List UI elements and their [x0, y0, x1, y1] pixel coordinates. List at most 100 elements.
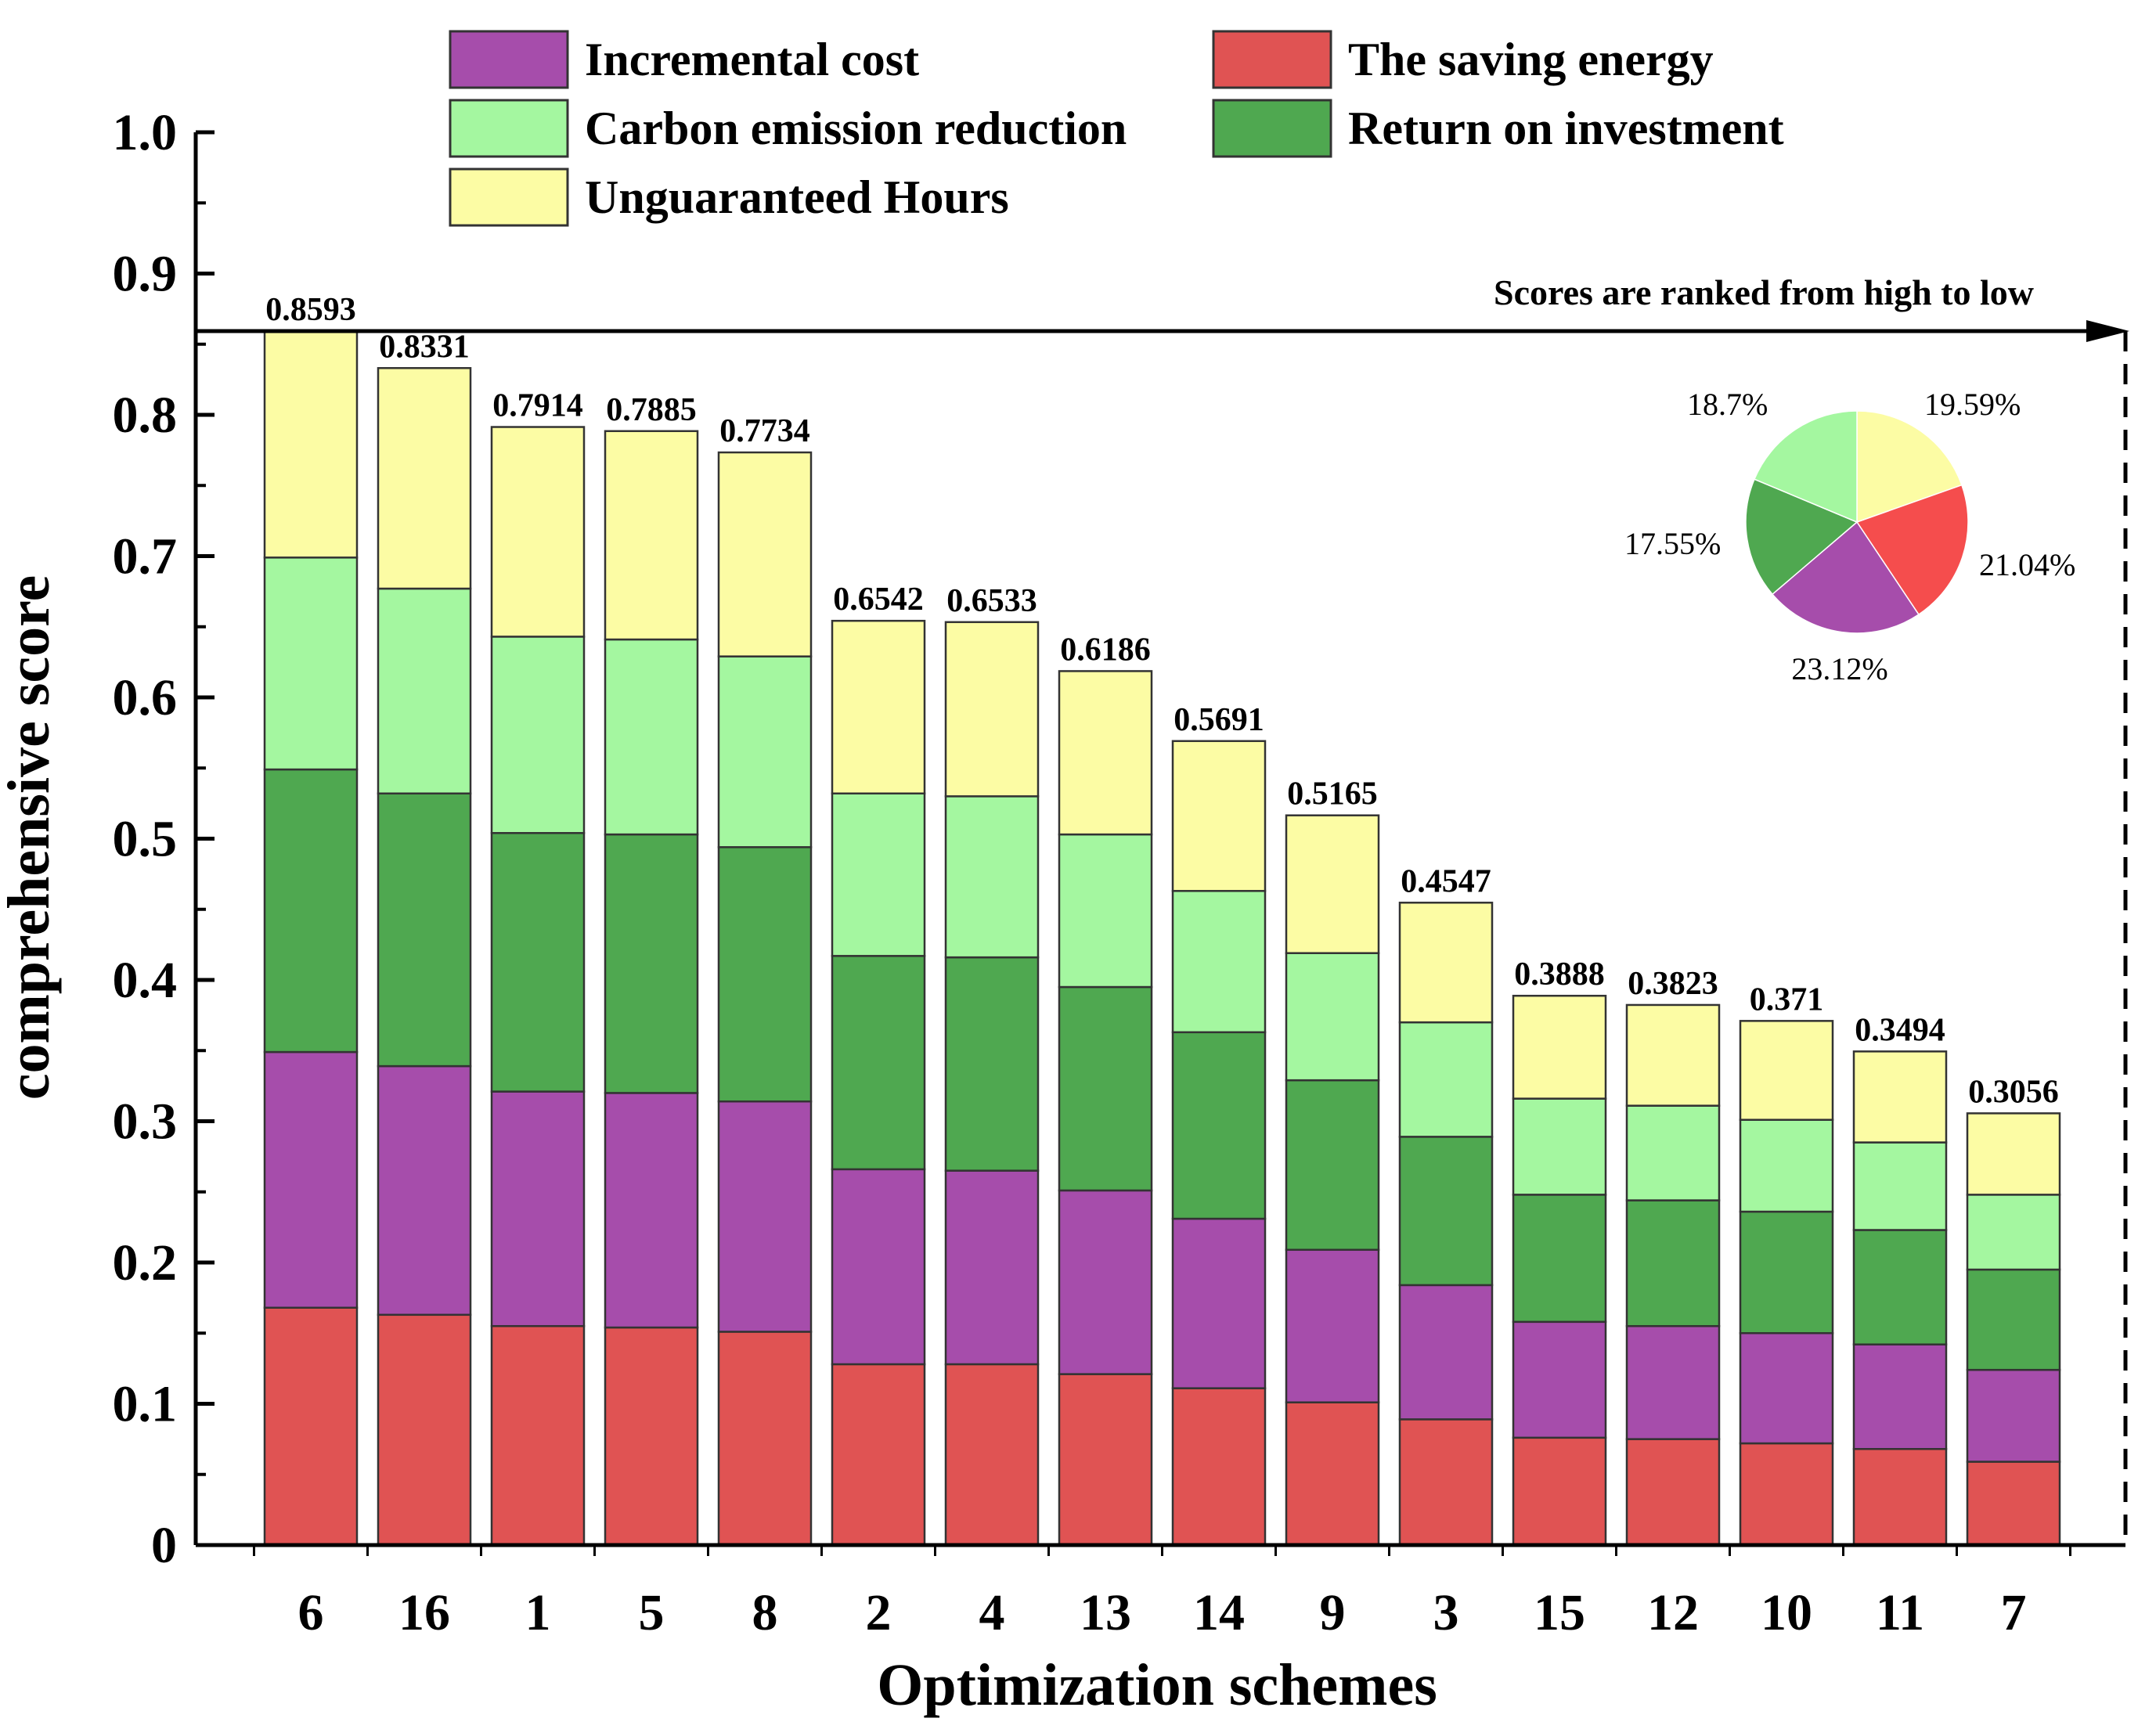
bar-segment — [1058, 985, 1153, 1192]
bar-segment — [1625, 1438, 1721, 1547]
bar-segment — [263, 1306, 359, 1547]
bar-segment — [490, 1090, 586, 1327]
bar-segment — [1625, 1104, 1721, 1201]
y-tick-label: 0.9 — [113, 246, 178, 303]
legend-swatch — [1212, 99, 1332, 158]
bar-segment — [944, 1363, 1040, 1547]
y-tick-label: 0.4 — [113, 952, 178, 1009]
bar-segment — [1966, 1112, 2061, 1196]
bar-group-16 — [377, 367, 472, 1547]
y-tick-label: 0.6 — [113, 669, 178, 726]
legend-item: Incremental cost — [449, 30, 919, 89]
bar-segment — [1739, 1210, 1834, 1335]
bar-segment — [1852, 1141, 1948, 1231]
y-tick-label: 0.5 — [113, 811, 178, 868]
pie-slice-label: 23.12% — [1791, 651, 1887, 686]
x-tick-label: 11 — [1876, 1584, 1924, 1641]
y-tick-label: 0 — [151, 1517, 177, 1574]
bar-segment — [1852, 1343, 1948, 1450]
y-tick-label: 0.3 — [113, 1093, 178, 1151]
bar-total-label: 0.7914 — [492, 388, 583, 424]
bar-segment — [1512, 1320, 1607, 1439]
x-tick-label: 13 — [1080, 1584, 1131, 1641]
legend: Incremental cost The saving energy Carbon … — [449, 30, 1784, 227]
bar-segment — [1398, 1284, 1494, 1421]
bar-segment — [1285, 1248, 1380, 1403]
bar-total-label: 0.3888 — [1514, 956, 1605, 992]
legend-label: Incremental cost — [585, 34, 919, 85]
bar-segment — [604, 638, 699, 836]
axes-layer: 0 0.1 0.2 0.3 0.4 0.5 0.6 0.7 0.8 0.9 1.0 — [113, 104, 2125, 1574]
bar-total-label: 0.7734 — [719, 413, 810, 449]
bar-segment — [377, 1313, 472, 1547]
bar-segment — [717, 655, 813, 848]
bar-group-8 — [717, 451, 813, 1547]
bar-segment — [604, 833, 699, 1094]
bar-total-label: 0.371 — [1750, 982, 1824, 1018]
legend-item: Return on investment — [1212, 99, 1784, 158]
pie-slice-label: 18.7% — [1687, 387, 1768, 422]
bar-segment — [490, 426, 586, 638]
legend-item: Unguaranteed Hours — [449, 167, 1009, 227]
bar-segment — [490, 1324, 586, 1547]
bar-segment — [831, 792, 926, 957]
legend-swatch — [449, 99, 569, 158]
bar-segment — [1398, 902, 1494, 1024]
bar-group-15 — [1512, 994, 1607, 1547]
bar-segment — [1398, 1136, 1494, 1287]
bar-group-7 — [1966, 1112, 2061, 1547]
bar-segment — [831, 1363, 926, 1547]
bar-segment — [1966, 1461, 2061, 1547]
bar-segment — [717, 1100, 813, 1333]
bar-segment — [1739, 1118, 1834, 1213]
x-tick-label: 16 — [398, 1584, 450, 1641]
pie-slice-label: 19.59% — [1924, 387, 2021, 422]
bar-segment — [263, 768, 359, 1054]
bar-group-10 — [1739, 1020, 1834, 1547]
bar-segment — [263, 557, 359, 771]
pie-slice — [1771, 521, 1920, 634]
bar-segment — [831, 619, 926, 794]
bar-segment — [263, 1050, 359, 1309]
bar-total-label: 0.6533 — [946, 583, 1037, 619]
bar-segment — [717, 846, 813, 1103]
bar-segment — [1625, 1003, 1721, 1107]
bar-segment — [831, 1168, 926, 1366]
x-tick-label: 4 — [979, 1584, 1005, 1641]
bar-segment — [1512, 1436, 1607, 1547]
bar-total-label: 0.5691 — [1174, 702, 1264, 738]
bar-segment — [604, 430, 699, 641]
bar-total-label: 0.5165 — [1287, 776, 1378, 812]
legend-label: Carbon emission reduction — [585, 103, 1127, 154]
x-tick-label: 1 — [525, 1584, 551, 1641]
bar-group-2 — [831, 619, 926, 1547]
bar-segment — [1625, 1199, 1721, 1327]
pie-slice-label: 21.04% — [1979, 547, 2075, 582]
x-tick-label: 9 — [1320, 1584, 1346, 1641]
bar-segment — [1171, 1217, 1267, 1389]
bar-segment — [490, 832, 586, 1093]
bar-total-label: 0.3494 — [1855, 1012, 1945, 1048]
bar-segment — [944, 956, 1040, 1172]
bar-group-3 — [1398, 902, 1494, 1547]
bar-total-label: 0.8331 — [379, 329, 470, 365]
bar-segment — [1739, 1020, 1834, 1121]
bar-segment — [1285, 814, 1380, 954]
pie-slice-label: 17.55% — [1624, 526, 1721, 561]
bar-segment — [1171, 740, 1267, 892]
bar-total-label: 0.6186 — [1060, 632, 1151, 668]
bar-group-13 — [1058, 670, 1153, 1547]
bar-group-11 — [1852, 1050, 1948, 1547]
bar-segment — [377, 587, 472, 794]
bar-segment — [1512, 1097, 1607, 1196]
legend-item: Carbon emission reduction — [449, 99, 1127, 158]
x-tick-label: 14 — [1193, 1584, 1245, 1641]
ranking-annotation-text: Scores are ranked from high to low — [1494, 272, 2034, 312]
bar-segment — [1398, 1021, 1494, 1138]
y-tick-label: 0.7 — [113, 528, 178, 585]
pie-slice — [1753, 410, 1858, 524]
ranking-arrowhead — [2086, 319, 2129, 342]
bar-segment — [1171, 1387, 1267, 1547]
bar-segment — [1625, 1324, 1721, 1440]
